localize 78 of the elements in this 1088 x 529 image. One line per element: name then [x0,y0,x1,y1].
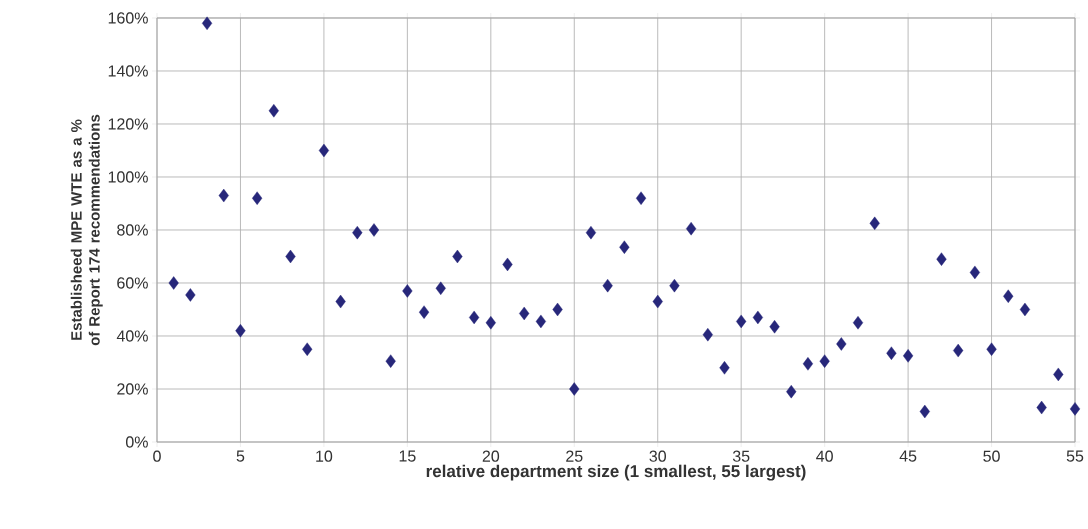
point [268,104,279,118]
point [619,240,630,254]
y-tick-label: 160% [108,12,148,24]
point [402,284,413,298]
point [168,276,179,290]
point [1053,367,1064,382]
point [769,320,780,334]
point [869,216,880,231]
point [535,314,546,329]
y-tick-label: 40% [116,330,148,342]
point [819,354,830,368]
point [1036,400,1047,415]
point [452,249,463,264]
point [318,143,329,158]
point [185,288,196,302]
point [552,302,563,317]
point [1019,302,1031,317]
point [418,305,430,319]
point [669,278,680,293]
x-tick-label: 55 [1066,450,1084,462]
point [786,384,797,399]
x-tick-label: 25 [566,450,583,462]
x-tick-label: 35 [732,450,750,462]
point [686,221,697,236]
y-tick-label: 100% [108,171,148,183]
point [652,294,663,309]
point [635,191,647,205]
point [235,324,246,338]
point [302,342,313,356]
point [218,188,229,203]
x-tick-label: 0 [153,450,161,462]
point [368,223,380,237]
x-axis-title: relative department size (1 smallest, 55 largest) [426,464,806,481]
x-tick-label: 45 [899,450,917,462]
point [502,257,513,272]
point [702,327,713,342]
y-tick-label: 140% [108,65,148,77]
point [752,310,763,325]
point [252,191,263,205]
point [335,294,346,309]
y-tick-label: 120% [108,118,148,130]
y-tick-label: 20% [117,383,148,395]
x-tick-label: 40 [816,450,833,462]
x-tick-label: 30 [649,450,667,462]
y-tick-label: 80% [117,224,148,236]
x-tick-label: 50 [983,450,1000,462]
point [919,404,930,419]
x-tick-label: 20 [482,450,500,462]
point [969,265,980,280]
point [1069,402,1081,416]
point [719,361,730,375]
point [485,316,496,330]
x-tick-label: 15 [399,450,416,462]
x-tick-label: 10 [316,450,333,462]
point [1003,289,1014,303]
point [385,354,396,368]
point [836,337,847,351]
point [802,357,814,371]
y-axis-title: Establisheed MPE WTE as a % of Report 174 recommendations [70,114,103,346]
point [352,225,363,240]
point [519,306,530,321]
point [469,310,480,325]
point [936,252,947,266]
point [736,314,747,329]
point [435,281,446,295]
point [852,316,864,330]
point [202,16,213,30]
point [569,382,580,396]
point [953,343,964,358]
point [903,349,914,363]
x-tick-label: 5 [236,450,245,462]
y-tick-label: 60% [117,277,148,289]
point [886,346,897,360]
point [986,342,997,356]
point [285,249,296,264]
point [585,225,597,240]
point [602,278,613,293]
y-tick-label: 0% [125,436,148,448]
